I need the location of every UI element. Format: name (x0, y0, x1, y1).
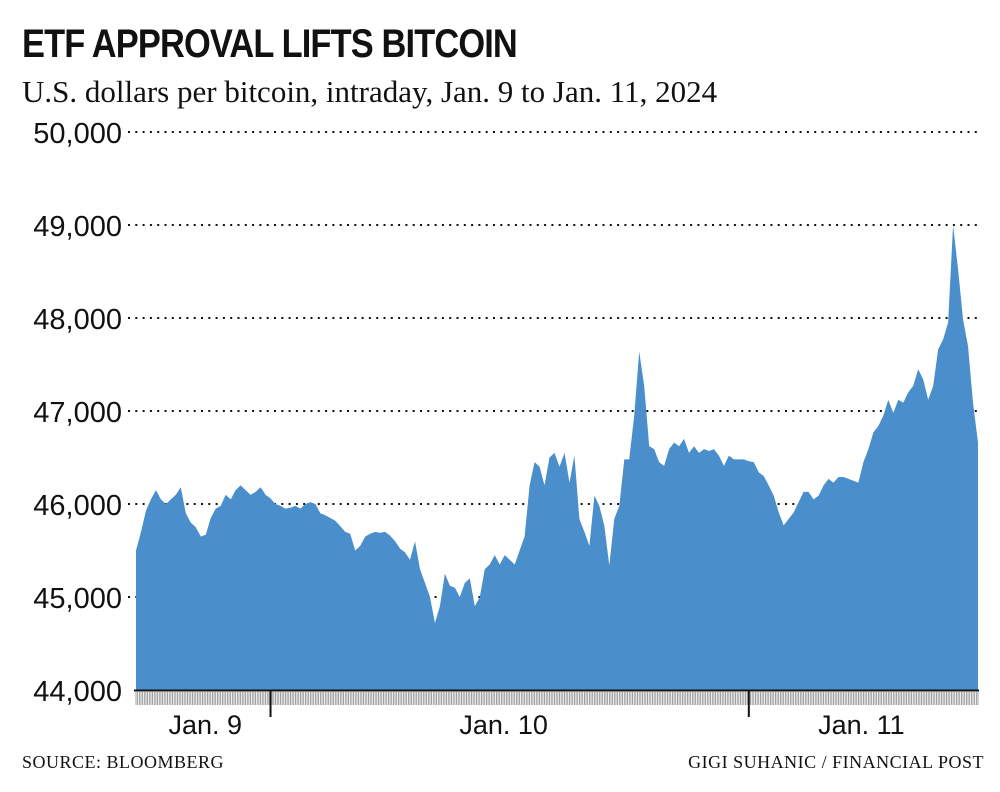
y-tick-label: 44,000 (33, 676, 122, 708)
x-tick-label: Jan. 10 (459, 710, 548, 740)
x-minor-ticks (135, 691, 979, 705)
y-tick-label: 46,000 (33, 490, 122, 522)
chart-subtitle: U.S. dollars per bitcoin, intraday, Jan.… (22, 74, 718, 109)
price-area-series (136, 225, 978, 690)
x-tick-label: Jan. 11 (818, 710, 905, 740)
y-tick-label: 49,000 (33, 211, 122, 243)
y-axis: 44,000 45,000 46,000 47,000 48,000 49,000 50,0… (33, 118, 122, 708)
x-axis: Jan. 9 Jan. 10 Jan. 11 (134, 689, 979, 740)
source-note: SOURCE: BLOOMBERG (22, 752, 225, 772)
y-tick-label: 48,000 (33, 304, 122, 336)
x-tick-label: Jan. 9 (168, 710, 242, 740)
chart-title: ETF APPROVAL LIFTS BITCOIN (22, 22, 518, 66)
y-tick-label: 47,000 (33, 397, 122, 429)
credit-note: GIGI SUHANIC / FINANCIAL POST (688, 752, 984, 772)
y-tick-label: 45,000 (33, 583, 122, 615)
y-tick-label: 50,000 (33, 118, 122, 150)
